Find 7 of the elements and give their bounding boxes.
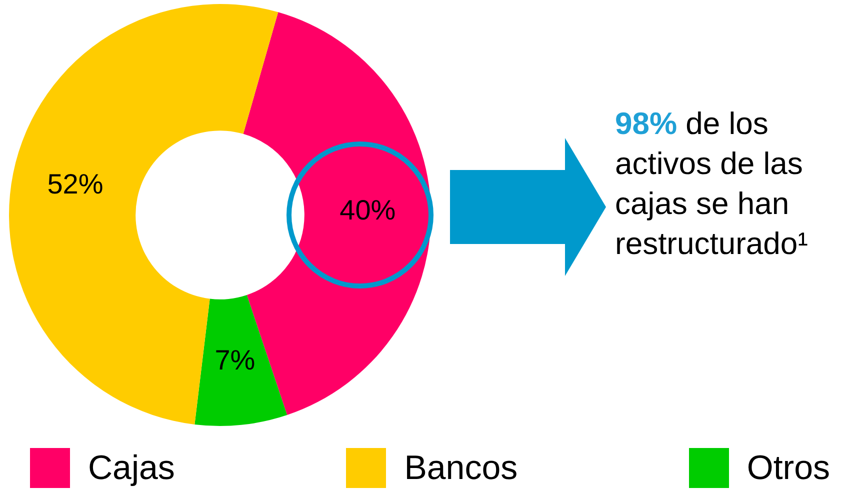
data-label: 7% [214,344,256,376]
legend-label: Cajas [88,448,175,488]
legend-label: Otros [746,448,830,488]
legend-label: Bancos [404,448,518,488]
text: 98% de los activos de las cajas se han restructurado¹ [615,106,808,261]
data-label: 52% [47,168,104,200]
data-label: 40% [340,194,396,226]
